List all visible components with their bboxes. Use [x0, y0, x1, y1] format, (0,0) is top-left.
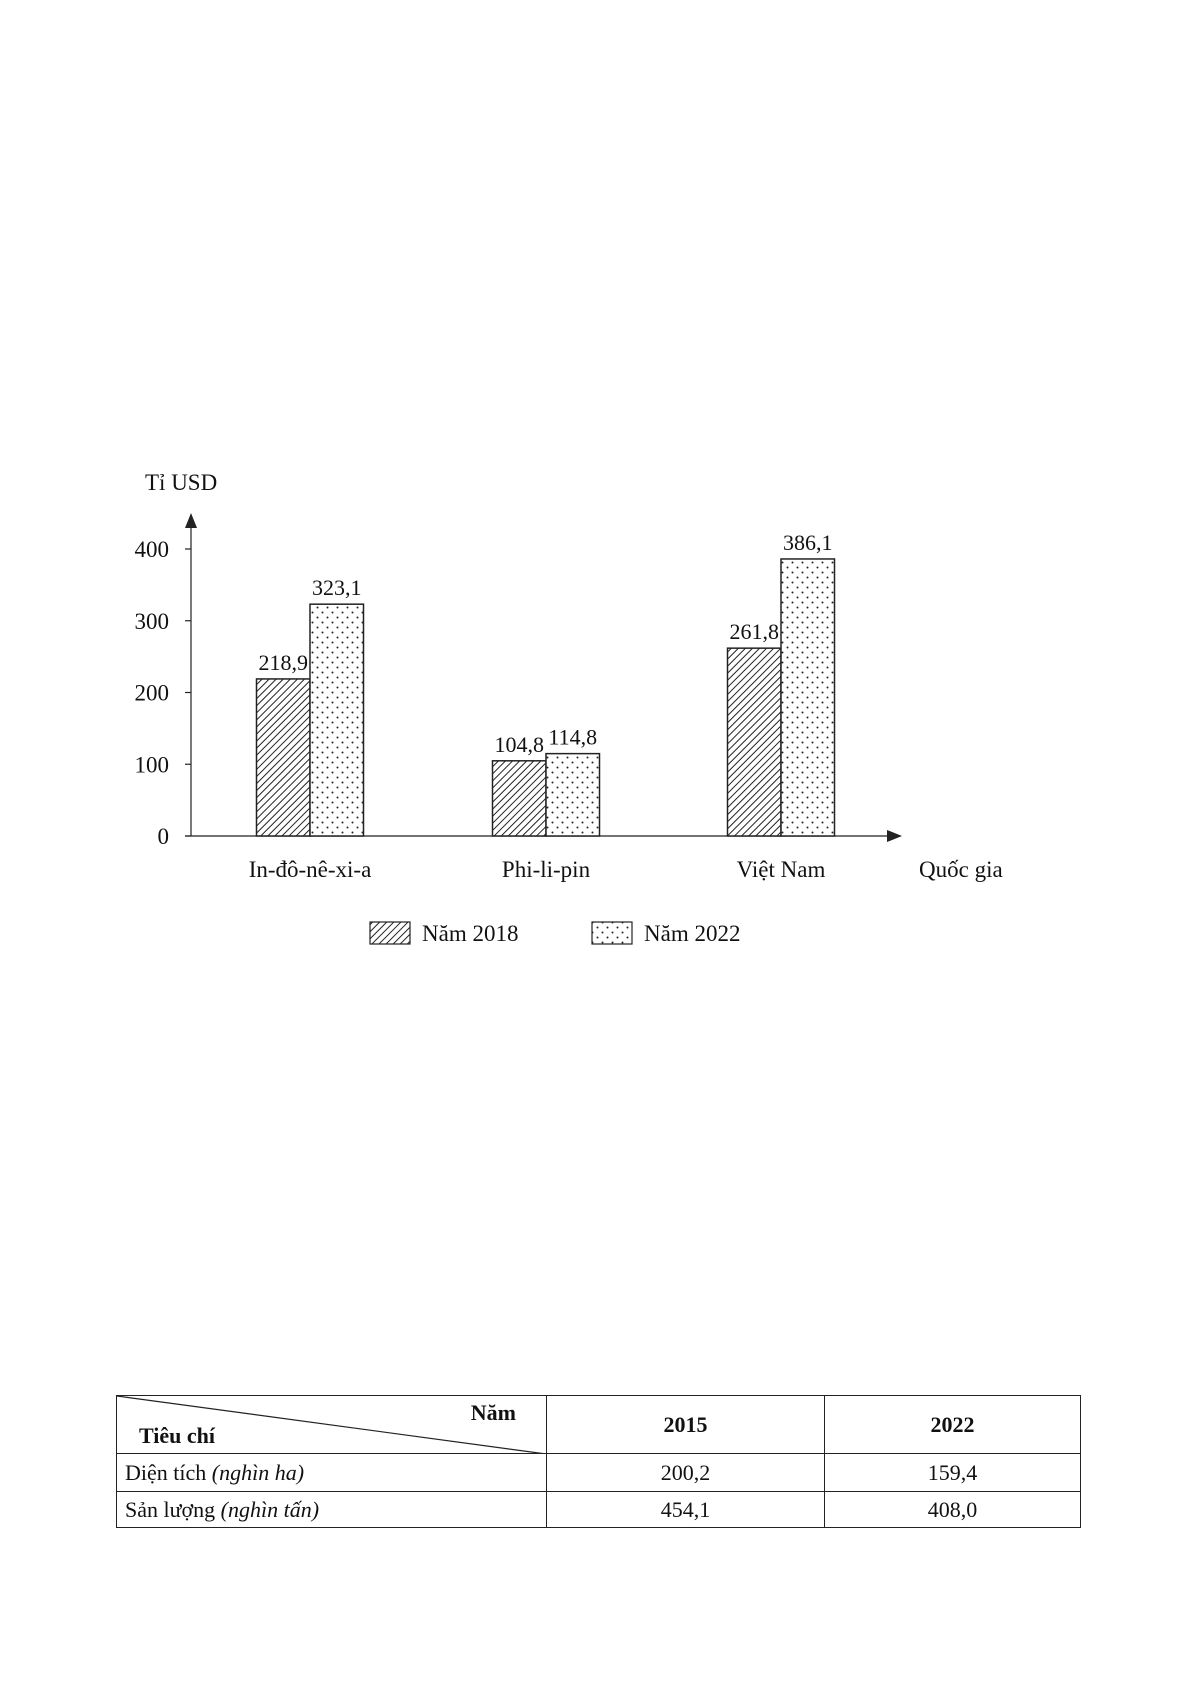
cell: 200,2: [546, 1453, 825, 1492]
legend-label: Năm 2022: [644, 921, 740, 946]
cell: 159,4: [824, 1453, 1081, 1492]
bar: [726, 647, 782, 837]
legend-swatch: [591, 921, 633, 945]
legend-label: Năm 2018: [422, 921, 518, 946]
x-axis-title: Quốc gia: [919, 857, 1003, 882]
year-header: 2015: [663, 1411, 708, 1437]
row-unit: (nghìn ha): [211, 1459, 305, 1485]
y-axis-title: Tỉ USD: [145, 470, 217, 495]
x-tick-label: Việt Nam: [737, 857, 826, 882]
x-axis-arrow: [887, 830, 902, 842]
bar: [255, 678, 311, 837]
data-table: Năm Tiêu chí 2015 2022 Diện tích (nghìn …: [116, 1395, 1081, 1528]
y-tick-label: 0: [158, 824, 170, 849]
row-unit: (nghìn tấn): [220, 1496, 320, 1522]
x-tick-label: Phi-li-pin: [502, 857, 591, 882]
y-tick-label: 300: [135, 609, 170, 634]
value-label: 323,1: [312, 575, 362, 600]
y-tick-label: 400: [135, 537, 170, 562]
chart: Tỉ USD Quốc gia 0 100 200 300 400 In-đô-nê-xi…: [135, 470, 1003, 946]
cell: 454,1: [546, 1491, 825, 1528]
bar: [491, 760, 547, 837]
row-label: Diện tích: [125, 1459, 207, 1485]
row-label: Sản lượng: [125, 1496, 216, 1522]
year-header: 2022: [930, 1411, 975, 1437]
row-header: Tiêu chí: [139, 1423, 216, 1448]
y-tick-label: 100: [135, 752, 170, 777]
value-label: 114,8: [548, 725, 597, 750]
bar: [545, 752, 601, 837]
value-label: 104,8: [495, 732, 545, 757]
cell: 408,0: [824, 1491, 1081, 1528]
bar: [780, 558, 836, 837]
value-label: 386,1: [783, 530, 833, 555]
y-axis-arrow: [185, 513, 197, 528]
y-tick-label: 200: [135, 681, 170, 706]
value-label: 261,8: [730, 619, 780, 644]
corner-cell: Năm Tiêu chí: [116, 1395, 547, 1454]
x-tick-label: In-đô-nê-xi-a: [249, 857, 372, 882]
column-header: Năm: [470, 1400, 516, 1425]
bar: [309, 603, 365, 837]
diagonal: [117, 1396, 546, 1454]
legend-swatch: [369, 921, 411, 945]
value-label: 218,9: [259, 650, 309, 675]
